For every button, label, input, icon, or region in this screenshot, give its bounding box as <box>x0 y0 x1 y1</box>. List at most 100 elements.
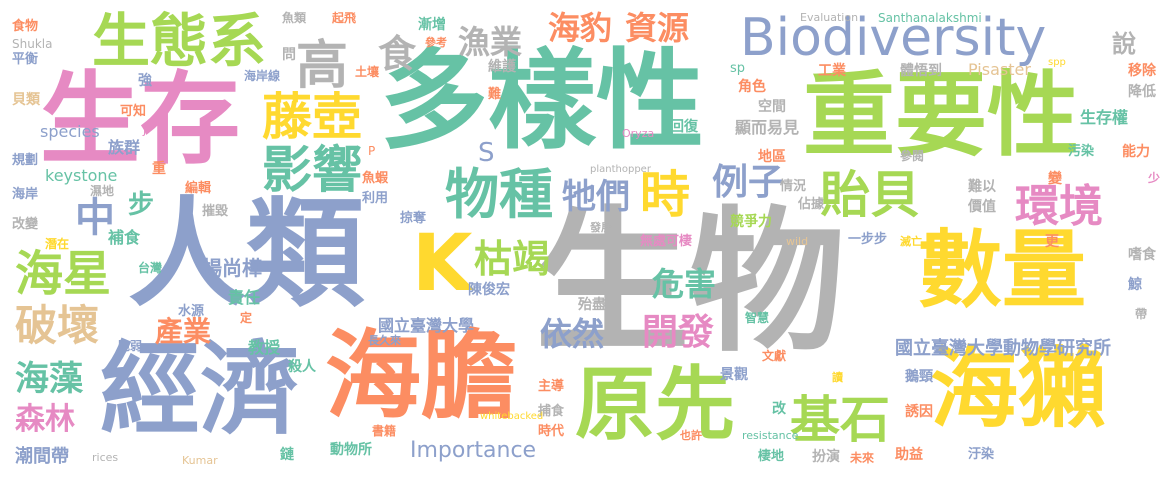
word-chaojiandai: 潮間帶 <box>15 446 69 467</box>
word-sp: sp <box>730 61 746 76</box>
word-miewang: 滅亡 <box>900 235 922 248</box>
word-haidan: 海膽 <box>325 320 517 432</box>
word-shi: 食 <box>378 32 417 76</box>
word-importance: Importance <box>410 438 537 463</box>
word-tiwudao: 體悟到 <box>900 63 942 79</box>
word-weihu: 維護 <box>488 59 516 75</box>
word-yuxia: 魚蝦 <box>362 171 389 186</box>
word-cuihui: 摧毀 <box>202 204 229 219</box>
word-dai: 帶 <box>1135 307 1148 321</box>
word-jing: 鯨 <box>1128 277 1142 293</box>
word-santhanalakshmi: Santhanalakshmi <box>878 11 982 25</box>
word-bian: 變 <box>1048 171 1062 187</box>
word-lizi: 例子 <box>712 162 785 203</box>
word-huanjing: 環境 <box>1015 181 1103 232</box>
word-tamen: 牠們 <box>562 177 630 217</box>
word-du: 讀 <box>832 371 843 384</box>
word-kaifa: 開發 <box>642 312 715 353</box>
word-gongye: 工業 <box>818 63 846 79</box>
word-ntu-zoology: 國立臺灣大學動物學研究所 <box>895 338 1111 359</box>
word-kezhi: 可知 <box>120 104 147 119</box>
word-shengtaixi: 生態系 <box>92 7 267 75</box>
word-j: J <box>143 124 147 137</box>
word-duoyangxing: 多樣性 <box>380 39 705 164</box>
word-chenjunhong: 陳俊宏 <box>468 282 510 298</box>
word-shengwu: 生物 <box>535 192 845 373</box>
word-wen: 問 <box>282 47 296 63</box>
word-yichu: 移除 <box>1128 63 1156 79</box>
word-gao: 高 <box>296 36 349 96</box>
word-shidai: 時代 <box>538 424 565 439</box>
word-shuiyuan: 水源 <box>178 304 205 319</box>
word-jingguan: 景觀 <box>720 367 748 383</box>
word-jiaose: 角色 <box>738 79 766 95</box>
word-zhudao: 主導 <box>538 379 565 394</box>
word-shukla: Shukla <box>12 37 53 51</box>
word-bushi2: 捕食 <box>538 404 565 419</box>
word-wild: wild <box>786 235 809 248</box>
word-zhong: 中 <box>75 195 115 241</box>
word-yuye: 漁業 <box>458 23 523 61</box>
word-xianeryijian: 顯而易見 <box>735 118 800 137</box>
word-shuji: 書籍 <box>372 424 397 438</box>
word-jishi: 基石 <box>790 391 890 449</box>
word-jingji: 經濟 <box>100 331 300 448</box>
word-biodiversity: Biodiversity <box>740 8 1047 68</box>
word-keystone: keystone <box>45 166 118 185</box>
word-haixing: 海星 <box>15 246 112 302</box>
word-haita: 海獺 <box>930 337 1107 440</box>
word-wuzhong: 物種 <box>445 163 553 226</box>
word-gai: 改 <box>772 401 786 417</box>
word-beilei: 貝類 <box>12 92 40 108</box>
word-qiang: 強 <box>138 73 152 89</box>
word-yiran: 依然 <box>540 315 605 353</box>
word-lian: 鏈 <box>280 447 294 463</box>
word-yibubu: 一步步 <box>848 232 888 247</box>
word-banyan: 扮演 <box>812 449 840 465</box>
word-guihua: 規劃 <box>12 153 39 168</box>
word-k: K <box>412 219 473 309</box>
word-daijin: 殆盡 <box>578 297 606 313</box>
word-cuiruo: 脆弱 <box>118 339 143 353</box>
word-yingxiang: 影響 <box>262 141 362 199</box>
word-planthopper: planthopper <box>590 164 651 175</box>
word-bushi: 補食 <box>108 228 141 247</box>
word-jiaoshou: 教授 <box>248 338 281 357</box>
word-wuran2: 汙染 <box>968 447 995 462</box>
word-pisaster: Pisaster <box>968 60 1031 79</box>
word-nanyi: 難以 <box>968 179 996 195</box>
word-zhanju: 佔據 <box>798 197 825 212</box>
word-yibei: 貽貝 <box>820 166 920 224</box>
word-dongwusuo: 動物所 <box>330 442 372 458</box>
word-etou: 鵝頸 <box>905 369 933 385</box>
word-diqu: 地區 <box>758 149 786 165</box>
word-changjiulai: 長久來 <box>368 334 401 347</box>
word-qianzai: 潛在 <box>45 237 70 251</box>
word-yuanxian: 原先 <box>575 358 735 451</box>
word-shuliang: 數量 <box>918 221 1087 319</box>
word-tenghu: 藤壺 <box>262 88 362 146</box>
word-youyin: 誘因 <box>905 404 933 420</box>
word-turang: 土壤 <box>355 65 380 79</box>
word-shishi: 嗜食 <box>1128 247 1156 263</box>
word-wuran: 污染 <box>1068 144 1095 159</box>
word-shi2: 時 <box>640 166 690 224</box>
word-nan: 難 <box>488 87 502 102</box>
word-resistance: resistance <box>742 429 799 442</box>
word-haianxian: 海岸線 <box>244 69 281 83</box>
word-wuchukeqi: 無處可棲 <box>640 234 693 249</box>
word-renlei: 人類 <box>128 185 365 323</box>
word-taiwan: 台灣 <box>138 261 163 275</box>
word-weihai: 危害 <box>652 265 717 303</box>
word-zhuyi: 助益 <box>895 447 923 463</box>
word-qifei: 起飛 <box>332 11 357 25</box>
word-jiangdi: 降低 <box>1128 84 1156 100</box>
word-weilai: 未來 <box>850 451 875 465</box>
word-shuo: 說 <box>1112 30 1136 58</box>
word-senlin: 森林 <box>15 402 75 437</box>
word-zuqun: 族群 <box>108 138 141 157</box>
word-zhong2: 重 <box>152 161 166 177</box>
word-haibao: 海豹 <box>548 9 613 47</box>
word-p: P <box>368 144 376 158</box>
word-shengcun: 生存 <box>40 61 240 178</box>
